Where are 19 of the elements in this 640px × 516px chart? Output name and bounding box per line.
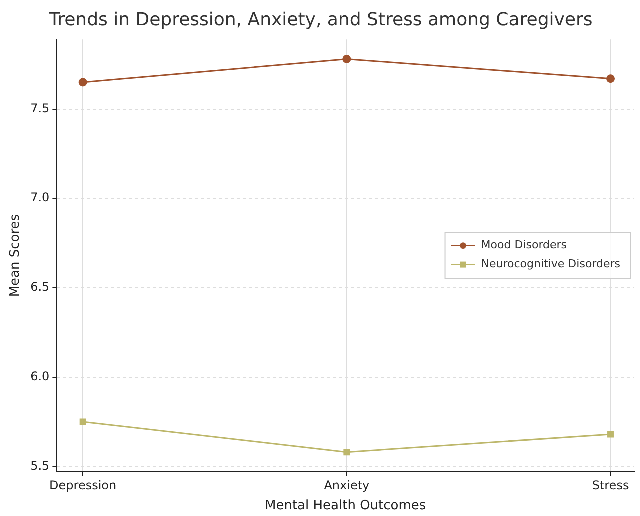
y-tick-label: 6.0	[30, 369, 50, 384]
x-tick-label: Stress	[592, 478, 630, 492]
point	[606, 74, 616, 84]
chart-title: Trends in Depression, Anxiety, and Stress among Caregivers	[48, 9, 593, 30]
x-tick-label: Anxiety	[324, 478, 370, 492]
point	[78, 78, 88, 87]
x-tick-label: Depression	[50, 478, 117, 492]
legend-label: Mood Disorders	[481, 238, 568, 252]
y-tick-label: 7.0	[30, 190, 50, 205]
x-axis-title: Mental Health Outcomes	[265, 498, 426, 514]
point	[344, 449, 350, 456]
y-tick-label: 5.5	[30, 458, 50, 473]
point	[80, 418, 86, 426]
y-axis-title: Mean Scores	[8, 214, 24, 298]
y-tick-label: 6.5	[30, 280, 50, 294]
y-tick-label: 7.5	[30, 101, 50, 116]
point	[608, 431, 614, 438]
legend-label: Neurocognitive Disorders	[481, 258, 621, 271]
point	[342, 55, 352, 64]
